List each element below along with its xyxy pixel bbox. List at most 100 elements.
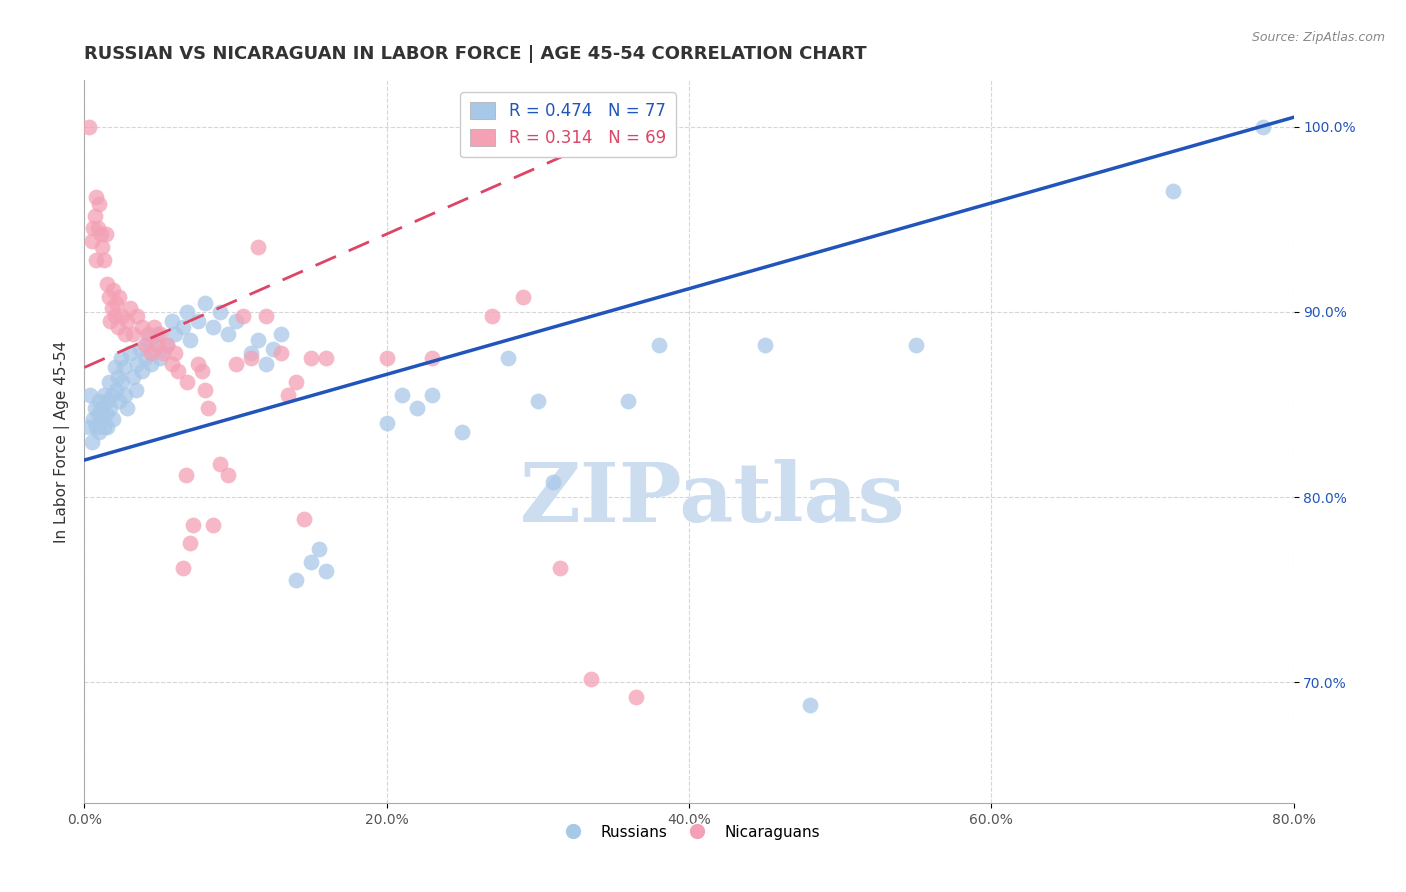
- Point: [89, 425, 111, 440]
- Point: [225, 314, 247, 328]
- Point: [127, 309, 149, 323]
- Point: [108, 393, 131, 408]
- Point: [105, 383, 128, 397]
- Point: [232, 309, 254, 323]
- Point: [308, 541, 330, 556]
- Point: [579, 672, 602, 686]
- Point: [89, 393, 111, 408]
- Point: [101, 412, 124, 426]
- Point: [299, 351, 322, 366]
- Point: [96, 419, 118, 434]
- Point: [121, 369, 143, 384]
- Point: [176, 376, 198, 390]
- Point: [87, 221, 110, 235]
- Point: [82, 221, 104, 235]
- Point: [101, 283, 124, 297]
- Point: [77, 419, 100, 434]
- Point: [104, 309, 127, 323]
- Point: [146, 338, 169, 352]
- Point: [754, 338, 776, 352]
- Point: [87, 407, 110, 421]
- Point: [149, 351, 172, 366]
- Point: [118, 345, 141, 359]
- Point: [86, 190, 108, 204]
- Point: [127, 357, 149, 371]
- Text: RUSSIAN VS NICARAGUAN IN LABOR FORCE | AGE 45-54 CORRELATION CHART: RUSSIAN VS NICARAGUAN IN LABOR FORCE | A…: [84, 45, 868, 63]
- Point: [125, 383, 148, 397]
- Point: [391, 388, 413, 402]
- Point: [156, 338, 179, 352]
- Point: [89, 197, 111, 211]
- Point: [239, 351, 262, 366]
- Point: [94, 407, 117, 421]
- Point: [209, 457, 232, 471]
- Point: [1253, 120, 1275, 134]
- Point: [84, 209, 107, 223]
- Point: [172, 560, 194, 574]
- Point: [91, 240, 114, 254]
- Text: ZIPatlas: ZIPatlas: [520, 459, 905, 540]
- Point: [176, 305, 198, 319]
- Point: [191, 364, 214, 378]
- Point: [239, 345, 262, 359]
- Point: [247, 240, 270, 254]
- Point: [112, 360, 135, 375]
- Point: [94, 227, 117, 241]
- Point: [134, 351, 156, 366]
- Point: [550, 560, 572, 574]
- Point: [270, 345, 292, 359]
- Point: [110, 351, 132, 366]
- Point: [114, 327, 136, 342]
- Point: [152, 345, 174, 359]
- Point: [136, 327, 159, 342]
- Point: [111, 309, 134, 323]
- Point: [100, 388, 122, 402]
- Point: [107, 369, 129, 384]
- Point: [91, 401, 114, 416]
- Legend: Russians, Nicaraguans: Russians, Nicaraguans: [551, 819, 827, 846]
- Point: [541, 475, 564, 490]
- Point: [496, 351, 519, 366]
- Point: [131, 319, 153, 334]
- Point: [80, 434, 103, 449]
- Point: [121, 327, 143, 342]
- Y-axis label: In Labor Force | Age 45-54: In Labor Force | Age 45-54: [55, 341, 70, 542]
- Point: [139, 357, 162, 371]
- Point: [167, 364, 190, 378]
- Point: [247, 333, 270, 347]
- Point: [156, 338, 179, 352]
- Point: [254, 357, 277, 371]
- Point: [375, 351, 398, 366]
- Point: [481, 309, 503, 323]
- Point: [254, 309, 277, 323]
- Point: [648, 338, 671, 352]
- Point: [285, 376, 308, 390]
- Point: [86, 252, 108, 267]
- Point: [292, 512, 315, 526]
- Point: [285, 574, 308, 588]
- Point: [217, 467, 239, 482]
- Point: [100, 301, 122, 315]
- Point: [96, 277, 118, 291]
- Point: [134, 338, 156, 352]
- Point: [98, 314, 121, 328]
- Point: [149, 327, 172, 342]
- Point: [105, 295, 128, 310]
- Point: [1161, 185, 1184, 199]
- Point: [77, 120, 100, 134]
- Point: [129, 342, 152, 356]
- Point: [406, 401, 429, 416]
- Point: [617, 393, 640, 408]
- Point: [115, 314, 138, 328]
- Point: [97, 376, 120, 390]
- Point: [187, 314, 209, 328]
- Point: [97, 290, 120, 304]
- Point: [84, 401, 107, 416]
- Point: [118, 301, 141, 315]
- Point: [420, 351, 443, 366]
- Point: [82, 412, 104, 426]
- Point: [179, 333, 201, 347]
- Point: [104, 360, 127, 375]
- Point: [225, 357, 247, 371]
- Point: [194, 383, 217, 397]
